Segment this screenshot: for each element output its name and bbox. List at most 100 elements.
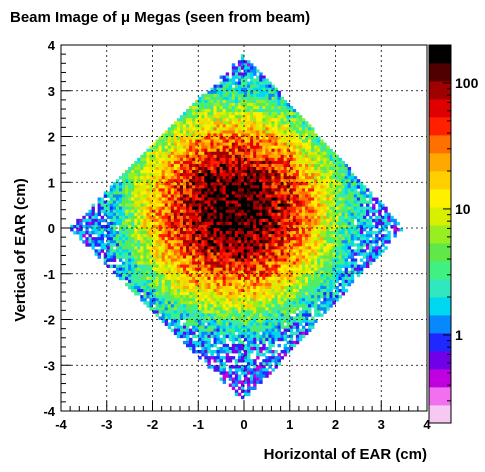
- heatmap-cell: [210, 289, 214, 293]
- heatmap-cell: [94, 218, 98, 223]
- heatmap-cell: [97, 234, 101, 238]
- heatmap-cell: [231, 386, 236, 390]
- heatmap-cell: [247, 237, 251, 241]
- heatmap-cell: [170, 313, 175, 317]
- heatmap-cell: [256, 350, 260, 354]
- heatmap-cell: [134, 252, 138, 256]
- heatmap-cell: [195, 273, 199, 278]
- heatmap-cell: [280, 191, 284, 195]
- heatmap-cell: [265, 218, 269, 223]
- heatmap-cell: [216, 106, 220, 110]
- heatmap-cell: [244, 316, 248, 320]
- heatmap-cell: [240, 90, 245, 95]
- heatmap-cell: [173, 121, 178, 125]
- heatmap-cell: [265, 173, 269, 177]
- heatmap-cell: [167, 154, 172, 159]
- heatmap-cell: [146, 200, 150, 204]
- heatmap-cell: [295, 322, 300, 326]
- heatmap-cell: [271, 115, 275, 119]
- heatmap-cell: [253, 249, 257, 253]
- heatmap-cell: [207, 139, 211, 143]
- heatmap-cell: [259, 301, 263, 305]
- heatmap-cell: [244, 343, 248, 348]
- heatmap-cell: [204, 127, 208, 131]
- heatmap-cell: [155, 307, 159, 311]
- heatmap-cell: [106, 249, 111, 253]
- heatmap-cell: [253, 115, 257, 119]
- heatmap-cell: [161, 173, 166, 177]
- heatmap-cell: [286, 218, 291, 223]
- heatmap-cell: [155, 200, 159, 204]
- heatmap-cell: [213, 231, 217, 235]
- heatmap-cell: [146, 194, 150, 198]
- heatmap-cell: [247, 267, 251, 272]
- heatmap-cell: [265, 258, 269, 262]
- heatmap-cell: [79, 218, 83, 223]
- heatmap-cell: [259, 340, 263, 345]
- heatmap-cell: [213, 106, 217, 110]
- heatmap-cell: [277, 173, 281, 177]
- heatmap-cell: [259, 182, 263, 186]
- heatmap-cell: [198, 264, 202, 268]
- heatmap-cell: [259, 282, 263, 287]
- heatmap-cell: [164, 206, 169, 211]
- heatmap-cell: [237, 75, 242, 79]
- heatmap-cell: [164, 209, 169, 214]
- heatmap-cell: [250, 224, 254, 229]
- heatmap-cell: [292, 148, 297, 153]
- heatmap-cell: [219, 289, 223, 293]
- heatmap-cell: [210, 316, 214, 320]
- heatmap-cell: [231, 270, 236, 275]
- heatmap-cell: [195, 243, 199, 247]
- heatmap-cell: [149, 243, 153, 247]
- heatmap-cell: [237, 102, 242, 107]
- heatmap-cell: [268, 231, 272, 235]
- heatmap-cell: [198, 343, 202, 348]
- heatmap-cell: [128, 176, 132, 180]
- heatmap-cell: [283, 234, 288, 238]
- heatmap-cell: [216, 121, 220, 125]
- heatmap-cell: [183, 310, 187, 314]
- heatmap-cell: [265, 252, 269, 256]
- heatmap-cell: [298, 197, 303, 201]
- heatmap-cell: [253, 145, 257, 150]
- heatmap-cell: [234, 93, 239, 98]
- heatmap-cell: [219, 188, 223, 192]
- heatmap-cell: [259, 206, 263, 211]
- heatmap-cell: [237, 334, 242, 339]
- heatmap-cell: [289, 282, 294, 287]
- heatmap-cell: [271, 270, 275, 275]
- heatmap-cell: [271, 337, 275, 342]
- heatmap-cell: [274, 252, 278, 256]
- heatmap-cell: [195, 319, 199, 323]
- heatmap-cell: [259, 78, 263, 82]
- heatmap-cell: [146, 252, 150, 256]
- heatmap-cell: [225, 194, 230, 198]
- heatmap-cell: [128, 285, 132, 290]
- heatmap-cell: [167, 160, 172, 165]
- heatmap-cell: [204, 328, 208, 333]
- heatmap-cell: [170, 240, 175, 244]
- heatmap-cell: [240, 237, 245, 241]
- heatmap-cell: [240, 182, 245, 186]
- heatmap-cell: [253, 151, 257, 156]
- heatmap-cell: [192, 243, 196, 247]
- heatmap-cell: [244, 130, 248, 134]
- heatmap-cell: [228, 328, 233, 333]
- heatmap-cell: [204, 246, 208, 250]
- heatmap-cell: [262, 346, 266, 351]
- heatmap-cell: [189, 106, 193, 110]
- heatmap-cell: [179, 179, 184, 183]
- heatmap-cell: [140, 267, 144, 272]
- heatmap-cell: [265, 319, 269, 323]
- heatmap-cell: [183, 163, 187, 168]
- heatmap-cell: [195, 261, 199, 265]
- heatmap-cell: [219, 319, 223, 323]
- heatmap-cell: [268, 124, 272, 128]
- heatmap-cell: [259, 188, 263, 192]
- heatmap-cell: [228, 84, 233, 89]
- heatmap-cell: [292, 115, 297, 119]
- heatmap-cell: [250, 142, 254, 146]
- heatmap-cell: [237, 380, 242, 384]
- heatmap-cell: [183, 267, 187, 272]
